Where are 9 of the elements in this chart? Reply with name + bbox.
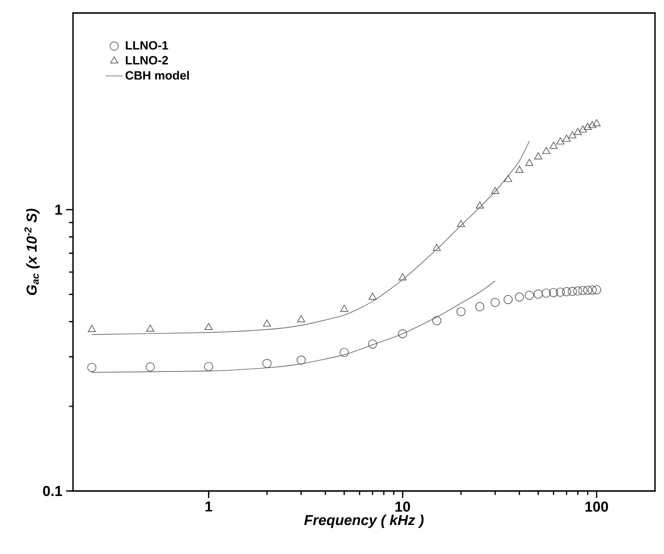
y-tick-label: 0.1 bbox=[43, 486, 62, 496]
x-axis-title: Frequency ( kHz ) bbox=[304, 514, 424, 528]
x-tick-label: 100 bbox=[586, 502, 608, 512]
legend-label: LLNO-2 bbox=[126, 56, 168, 64]
x-tick-label: 10 bbox=[396, 502, 410, 512]
legend-label: CBH model bbox=[126, 70, 189, 80]
y-axis-title: G$_{ac}$ (x 10$^{-2}$ S) bbox=[24, 208, 40, 296]
legend-label: LLNO-1 bbox=[126, 41, 168, 50]
x-tick-label: 1 bbox=[206, 502, 212, 512]
